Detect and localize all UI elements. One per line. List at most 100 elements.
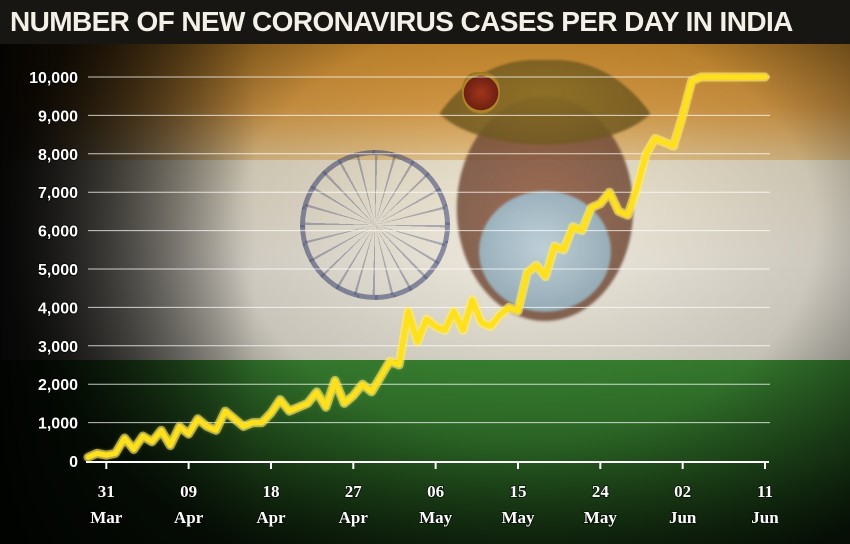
y-tick-label: 6,000 bbox=[38, 224, 78, 241]
data-point bbox=[297, 406, 300, 409]
x-tick-month-label: Jun bbox=[669, 508, 697, 527]
data-point bbox=[691, 80, 693, 82]
data-point bbox=[169, 444, 172, 447]
data-point bbox=[663, 141, 666, 144]
gridlines bbox=[88, 76, 770, 424]
x-tick-month-label: Mar bbox=[90, 508, 123, 527]
data-point bbox=[334, 379, 336, 382]
series-line-group bbox=[83, 72, 770, 462]
data-point bbox=[398, 364, 400, 366]
y-tick-label: 0 bbox=[69, 454, 78, 471]
x-tick-day-label: 11 bbox=[757, 482, 773, 501]
data-point bbox=[206, 425, 208, 428]
data-point bbox=[535, 264, 538, 266]
data-point bbox=[142, 435, 144, 437]
data-point bbox=[370, 391, 373, 393]
y-axis-tick-labels: 0 1,000 2,000 3,000 4,000 5,000 6,000 7,000 8,00… bbox=[28, 69, 79, 472]
data-point bbox=[608, 191, 611, 193]
data-point bbox=[123, 437, 126, 439]
y-tick-label: 1,000 bbox=[38, 416, 78, 433]
data-point bbox=[306, 402, 309, 405]
x-tick-day-label: 24 bbox=[592, 482, 610, 501]
x-tick-day-label: 02 bbox=[674, 482, 691, 501]
data-point bbox=[508, 306, 510, 309]
data-point bbox=[132, 448, 135, 451]
data-point bbox=[736, 76, 739, 78]
data-point bbox=[261, 421, 263, 424]
x-tick-month-label: May bbox=[584, 508, 618, 527]
x-tick-month-label: May bbox=[501, 508, 535, 527]
data-point bbox=[361, 383, 364, 386]
data-point bbox=[416, 341, 419, 343]
y-tick-label: 8,000 bbox=[38, 147, 78, 164]
data-point bbox=[242, 425, 245, 428]
data-point bbox=[178, 425, 181, 428]
data-point bbox=[251, 421, 254, 424]
data-point bbox=[581, 229, 583, 232]
x-tick-month-label: Jun bbox=[751, 508, 779, 527]
data-point bbox=[553, 245, 556, 247]
y-tick-label: 4,000 bbox=[38, 300, 78, 317]
data-point bbox=[407, 310, 410, 313]
data-point bbox=[590, 206, 592, 209]
data-point bbox=[489, 325, 492, 328]
data-point bbox=[764, 76, 766, 78]
data-point bbox=[160, 429, 162, 432]
data-point bbox=[471, 298, 474, 301]
chart-title: NUMBER OF NEW CORONAVIRUS CASES PER DAY … bbox=[10, 6, 793, 37]
y-tick-label: 9,000 bbox=[38, 108, 78, 125]
data-point bbox=[196, 417, 199, 420]
data-point bbox=[645, 153, 647, 155]
x-tick-month-label: May bbox=[419, 508, 453, 527]
data-point bbox=[325, 406, 327, 409]
data-point bbox=[498, 314, 501, 316]
data-point bbox=[453, 310, 455, 313]
x-tick-day-label: 31 bbox=[98, 482, 115, 501]
title-bar: NUMBER OF NEW CORONAVIRUS CASES PER DAY … bbox=[0, 0, 850, 44]
x-tick-day-label: 09 bbox=[180, 482, 197, 501]
x-tick-month-label: Apr bbox=[256, 508, 286, 527]
data-point bbox=[462, 329, 464, 332]
data-point bbox=[87, 456, 89, 458]
data-point bbox=[709, 76, 711, 78]
data-point bbox=[599, 202, 602, 205]
data-point bbox=[526, 272, 528, 274]
x-tick-month-label: Apr bbox=[339, 508, 369, 527]
x-tick-day-label: 27 bbox=[345, 482, 363, 501]
data-point bbox=[187, 433, 190, 435]
y-tick-label: 7,000 bbox=[38, 185, 78, 202]
data-point bbox=[544, 275, 547, 278]
series-line-glow bbox=[83, 72, 770, 462]
data-point bbox=[279, 398, 281, 401]
data-point bbox=[434, 325, 437, 328]
data-point bbox=[105, 454, 108, 457]
y-tick-label: 5,000 bbox=[38, 262, 78, 279]
data-point bbox=[636, 187, 638, 190]
data-point bbox=[745, 76, 748, 78]
data-point bbox=[315, 391, 318, 393]
data-point bbox=[224, 410, 227, 412]
data-point bbox=[352, 394, 355, 397]
data-point bbox=[425, 318, 428, 320]
data-point bbox=[114, 452, 117, 455]
data-point bbox=[626, 214, 629, 217]
data-point bbox=[727, 76, 730, 78]
data-point bbox=[443, 329, 446, 332]
data-point bbox=[379, 375, 382, 378]
x-axis: 31 Mar 09 Apr 18 Apr 27 Apr 06 May 15 May 24 May 02 Jun… bbox=[86, 461, 780, 528]
data-point bbox=[562, 249, 565, 251]
data-point bbox=[389, 360, 391, 362]
data-point bbox=[672, 145, 675, 147]
data-point bbox=[151, 441, 153, 443]
x-tick-month-label: Apr bbox=[174, 508, 204, 527]
data-point bbox=[681, 114, 684, 117]
data-point bbox=[617, 210, 620, 213]
data-point bbox=[755, 76, 757, 78]
data-point bbox=[233, 417, 236, 420]
data-point bbox=[718, 76, 721, 78]
x-tick-day-label: 15 bbox=[509, 482, 526, 501]
data-point bbox=[215, 429, 217, 432]
data-point bbox=[96, 452, 98, 455]
data-point bbox=[700, 76, 702, 78]
